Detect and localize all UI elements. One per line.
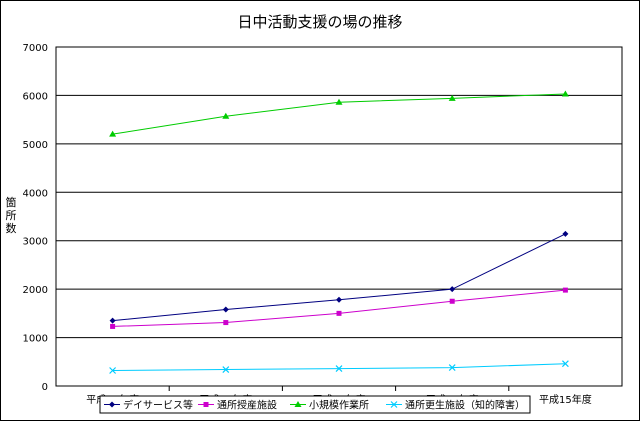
y-tick-label: 1000: [23, 334, 48, 345]
data-point: [449, 298, 455, 304]
legend-item: 通所授産施設: [198, 399, 277, 412]
data-point: [561, 360, 569, 368]
legend-box: [99, 395, 531, 414]
data-point: [109, 367, 117, 374]
y-axis-label-char: 所: [6, 209, 17, 222]
y-axis-label: 箇所数: [6, 195, 17, 235]
data-point: [109, 130, 117, 137]
y-axis-label-char: 箇: [6, 195, 17, 209]
data-point: [222, 306, 229, 313]
data-point: [562, 287, 568, 293]
y-tick-label: 4000: [23, 188, 48, 199]
data-point: [336, 310, 342, 316]
y-tick-label: 6000: [23, 91, 48, 102]
data-point: [222, 112, 230, 119]
series-3: [109, 360, 569, 374]
data-point: [562, 230, 569, 237]
legend: デイサービス等 通所授産施設 小規模作業所 通所更生施設（知的障害）: [99, 395, 531, 414]
data-point: [223, 320, 229, 326]
data-point: [222, 366, 230, 373]
legend-item: 小規模作業所: [290, 399, 369, 412]
data-point: [561, 90, 569, 97]
y-tick-label: 0: [42, 382, 48, 393]
y-tick-label: 5000: [23, 140, 48, 151]
legend-label: 通所授産施設: [217, 399, 277, 412]
data-point: [335, 365, 343, 372]
legend-marker: [109, 401, 115, 408]
data-point: [109, 317, 116, 324]
legend-marker: [390, 401, 398, 408]
legend-marker: [203, 402, 209, 407]
legend-marker: [294, 401, 302, 407]
legend-item: 通所更生施設（知的障害）: [386, 399, 525, 412]
legend-label: デイサービス等: [123, 399, 193, 412]
y-tick-label: 2000: [23, 285, 48, 296]
y-axis-ticks: 0 1000 2000 3000 4000 5000 6000 7000: [23, 43, 48, 393]
data-point: [449, 286, 456, 293]
series-2: [109, 90, 569, 137]
x-tick-label: 平成15年度: [539, 393, 592, 406]
data-point: [110, 323, 116, 329]
data-point: [336, 296, 342, 303]
chart-title: 日中活動支援の場の推移: [237, 13, 402, 31]
y-tick-label: 3000: [23, 237, 48, 248]
plot-area: [55, 46, 623, 387]
series-1: [110, 287, 568, 329]
legend-label: 通所更生施設（知的障害）: [405, 399, 525, 412]
y-axis-label-char: 数: [6, 222, 17, 235]
y-tick-label: 7000: [23, 43, 48, 54]
series-lines: [109, 90, 569, 374]
data-point: [448, 94, 456, 101]
data-point: [448, 364, 456, 372]
legend-item: デイサービス等: [104, 399, 193, 412]
legend-label: 小規模作業所: [309, 399, 369, 412]
series-0: [109, 230, 569, 324]
data-point: [335, 98, 343, 105]
